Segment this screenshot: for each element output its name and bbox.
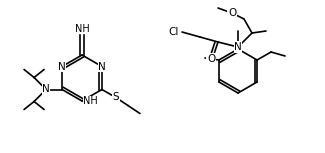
Text: S: S [112, 93, 119, 103]
Text: N: N [42, 84, 50, 95]
Text: N: N [234, 42, 242, 52]
Text: N: N [98, 62, 106, 71]
Text: O: O [207, 54, 215, 64]
Text: NH: NH [83, 96, 98, 106]
Text: Cl: Cl [169, 27, 179, 37]
Text: N: N [58, 62, 66, 71]
Text: NH: NH [75, 24, 89, 34]
Text: O: O [228, 8, 236, 18]
